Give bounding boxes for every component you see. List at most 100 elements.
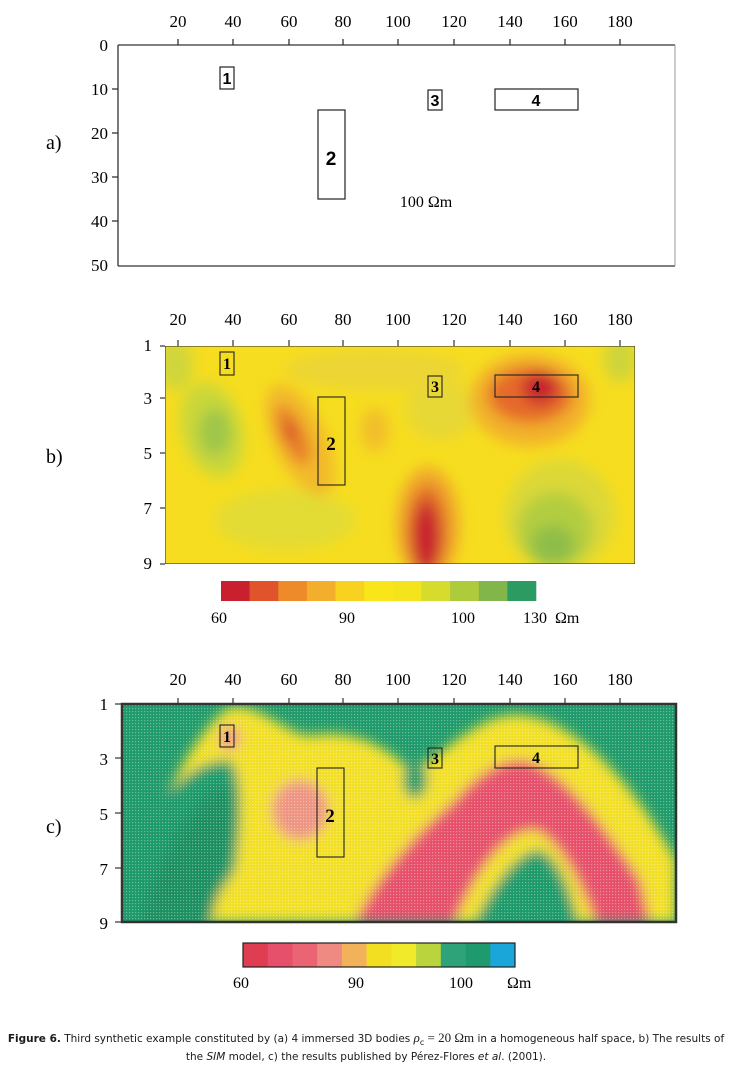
x-tick-label: 160 [552, 670, 578, 689]
panel-c: c) 20 40 60 80 100 120 140 160 180 1 3 5… [46, 670, 678, 992]
body-2-label: 2 [326, 149, 337, 170]
x-tick-label: 60 [281, 12, 298, 31]
panel-c-x-ticks: 20 40 60 80 100 120 140 160 180 [170, 670, 633, 689]
x-tick-label: 40 [225, 12, 242, 31]
body-3-label: 3 [431, 751, 439, 768]
x-tick-label: 180 [607, 12, 633, 31]
panel-a-y-ticks: 0 10 20 30 40 50 [91, 36, 108, 275]
rho-value: = 20 Ωm [424, 1030, 475, 1045]
body-4-label: 4 [532, 93, 541, 110]
x-tick-label: 120 [441, 670, 467, 689]
colorbar-swatch [392, 581, 422, 601]
body-3-outline [427, 747, 443, 769]
panel-a-frame [112, 39, 676, 267]
body-1-outline [219, 66, 235, 90]
panel-a-label: a) [46, 132, 62, 154]
colorbar-c-tick-90: 90 [348, 975, 364, 992]
colorbar-b-tick-90: 90 [339, 610, 355, 627]
y-tick-label: 50 [91, 256, 108, 275]
y-tick-label: 9 [100, 914, 109, 933]
body-1-outline [219, 724, 235, 748]
body-2-outline [316, 767, 345, 858]
panel-b-frame [160, 340, 621, 565]
y-tick-label: 40 [91, 212, 108, 231]
body-3-outline [427, 89, 443, 111]
x-tick-label: 180 [607, 310, 633, 329]
y-tick-label: 1 [144, 336, 153, 355]
x-tick-label: 140 [497, 670, 523, 689]
body-4-label: 4 [532, 379, 540, 396]
rho-symbol: ρ [413, 1030, 420, 1045]
body-3-outline [427, 375, 443, 398]
y-tick-label: 5 [144, 444, 153, 463]
caption-text-2: in a homogeneous half space, b) The resu… [185, 1033, 725, 1064]
body-1-label: 1 [223, 71, 232, 88]
colorbar-b-tick-60: 60 [211, 610, 227, 627]
colorbar-swatch [478, 581, 508, 601]
colorbar-swatch [317, 943, 343, 967]
x-tick-label: 120 [441, 12, 467, 31]
x-tick-label: 40 [225, 670, 242, 689]
body-1-label: 1 [223, 356, 231, 373]
panel-c-y-ticks: 1 3 5 7 9 [100, 695, 109, 933]
panel-a-bodies [219, 66, 579, 200]
colorbar-swatch [507, 581, 537, 601]
x-tick-label: 20 [170, 12, 187, 31]
body-4-outline [494, 88, 579, 111]
colorbar-c-tick-60: 60 [233, 975, 249, 992]
colorbar-swatch [267, 943, 293, 967]
y-tick-label: 20 [91, 124, 108, 143]
colorbar-swatch [364, 581, 394, 601]
colorbar-swatch [465, 943, 491, 967]
x-tick-label: 20 [170, 670, 187, 689]
colorbar-frame [242, 942, 516, 968]
panel-c-contour-map [122, 704, 676, 922]
colorbar-swatch [335, 581, 365, 601]
panel-b-y-ticks: 1 3 5 7 9 [144, 336, 153, 573]
caption-text-1: Third synthetic example constituted by (… [60, 1033, 414, 1045]
panel-a: a) 20 40 60 80 100 120 140 160 180 0 10 … [46, 12, 676, 275]
colorbar-swatch [341, 943, 367, 967]
panel-b: b) 20 40 60 80 100 120 140 160 180 1 3 5… [46, 310, 635, 627]
x-tick-label: 140 [497, 310, 523, 329]
caption-text-3: model, c) the results published by Pérez… [225, 1051, 478, 1064]
x-tick-label: 60 [281, 670, 298, 689]
y-tick-label: 5 [100, 805, 109, 824]
colorbar-swatch [221, 581, 250, 601]
x-tick-label: 100 [385, 670, 411, 689]
panel-b-bodies [219, 351, 579, 486]
etal: et al [477, 1051, 502, 1064]
figure-caption: Figure 6. Third synthetic example consti… [0, 1030, 732, 1065]
body-2-outline [317, 396, 346, 486]
body-3-label: 3 [431, 93, 440, 110]
colorbar-swatch [416, 943, 442, 967]
y-tick-label: 10 [91, 80, 108, 99]
y-tick-label: 7 [144, 499, 153, 518]
body-2-label: 2 [325, 806, 335, 827]
background-resistivity-label: 100 Ωm [400, 194, 453, 211]
y-tick-label: 0 [100, 36, 109, 55]
colorbar-b-tick-130: 130 [523, 610, 547, 627]
panel-b-x-ticks: 20 40 60 80 100 120 140 160 180 [170, 310, 633, 329]
panel-b-colorbar [221, 581, 537, 601]
x-tick-label: 80 [335, 310, 352, 329]
x-tick-label: 140 [497, 12, 523, 31]
colorbar-swatch [243, 943, 269, 967]
colorbar-swatch [292, 943, 318, 967]
x-tick-label: 20 [170, 310, 187, 329]
model-name: SIM [206, 1051, 226, 1064]
panel-c-bodies [219, 724, 579, 858]
panel-b-contour-map [165, 346, 635, 564]
rho-subscript: c [419, 1038, 425, 1048]
colorbar-b-tick-100: 100 [451, 610, 475, 627]
figure-label: Figure 6. [7, 1033, 61, 1045]
colorbar-swatch [366, 943, 392, 967]
colorbar-swatch [278, 581, 308, 601]
body-4-outline [494, 374, 579, 398]
x-tick-label: 120 [441, 310, 467, 329]
y-tick-label: 3 [144, 389, 153, 408]
y-tick-label: 3 [100, 750, 109, 769]
body-2-label: 2 [326, 434, 336, 455]
x-tick-label: 160 [552, 12, 578, 31]
